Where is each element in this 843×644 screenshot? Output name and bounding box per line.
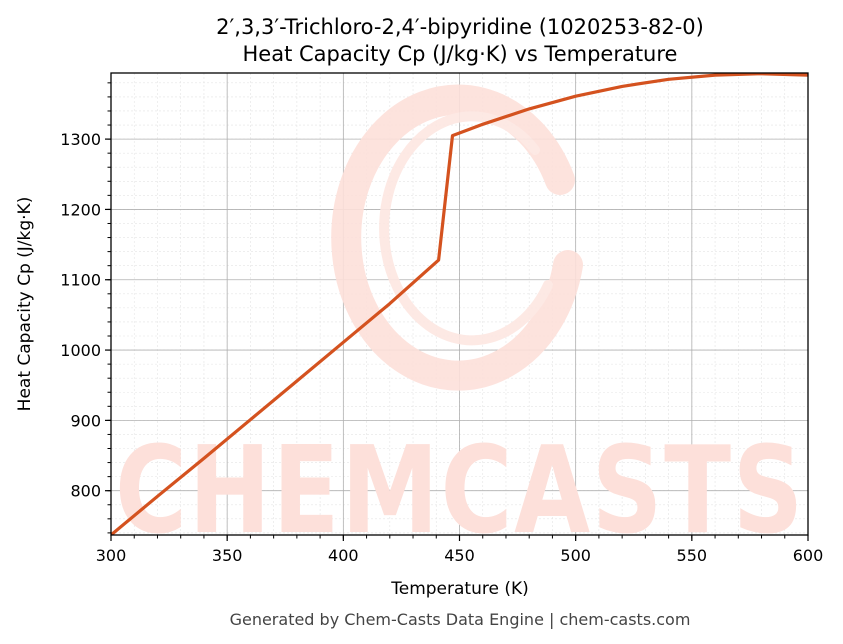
x-tick-label: 500 bbox=[560, 546, 591, 565]
x-tick-label: 300 bbox=[96, 546, 127, 565]
x-tick-label: 600 bbox=[793, 546, 824, 565]
y-axis: 800 900 1000 1100 1200 1300 bbox=[60, 82, 111, 534]
watermark-logo bbox=[331, 84, 583, 391]
x-tick-label: 550 bbox=[677, 546, 708, 565]
chart-title: 2′,3,3′-Trichloro-2,4′-bipyridine (10202… bbox=[216, 15, 704, 39]
x-tick-label: 400 bbox=[328, 546, 359, 565]
series-line-0 bbox=[111, 73, 808, 535]
y-tick-label: 1100 bbox=[60, 271, 101, 290]
chart-subtitle: Heat Capacity Cp (J/kg·K) vs Temperature bbox=[243, 42, 678, 66]
x-axis-label: Temperature (K) bbox=[390, 579, 529, 599]
series-layer bbox=[111, 73, 808, 535]
y-tick-label: 1300 bbox=[60, 130, 101, 149]
watermark: CHEMCASTS bbox=[115, 84, 805, 561]
y-tick-label: 800 bbox=[70, 482, 101, 501]
y-axis-label: Heat Capacity Cp (J/kg·K) bbox=[15, 197, 35, 412]
footer: Generated by Chem-Casts Data Engine | ch… bbox=[230, 610, 691, 629]
x-axis: 300 350 400 450 500 550 600 bbox=[96, 535, 824, 565]
x-tick-label: 450 bbox=[444, 546, 475, 565]
x-tick-label: 350 bbox=[212, 546, 243, 565]
y-tick-label: 1000 bbox=[60, 341, 101, 360]
y-tick-label: 1200 bbox=[60, 200, 101, 219]
y-tick-label: 900 bbox=[70, 411, 101, 430]
watermark-text: CHEMCASTS bbox=[115, 422, 805, 561]
